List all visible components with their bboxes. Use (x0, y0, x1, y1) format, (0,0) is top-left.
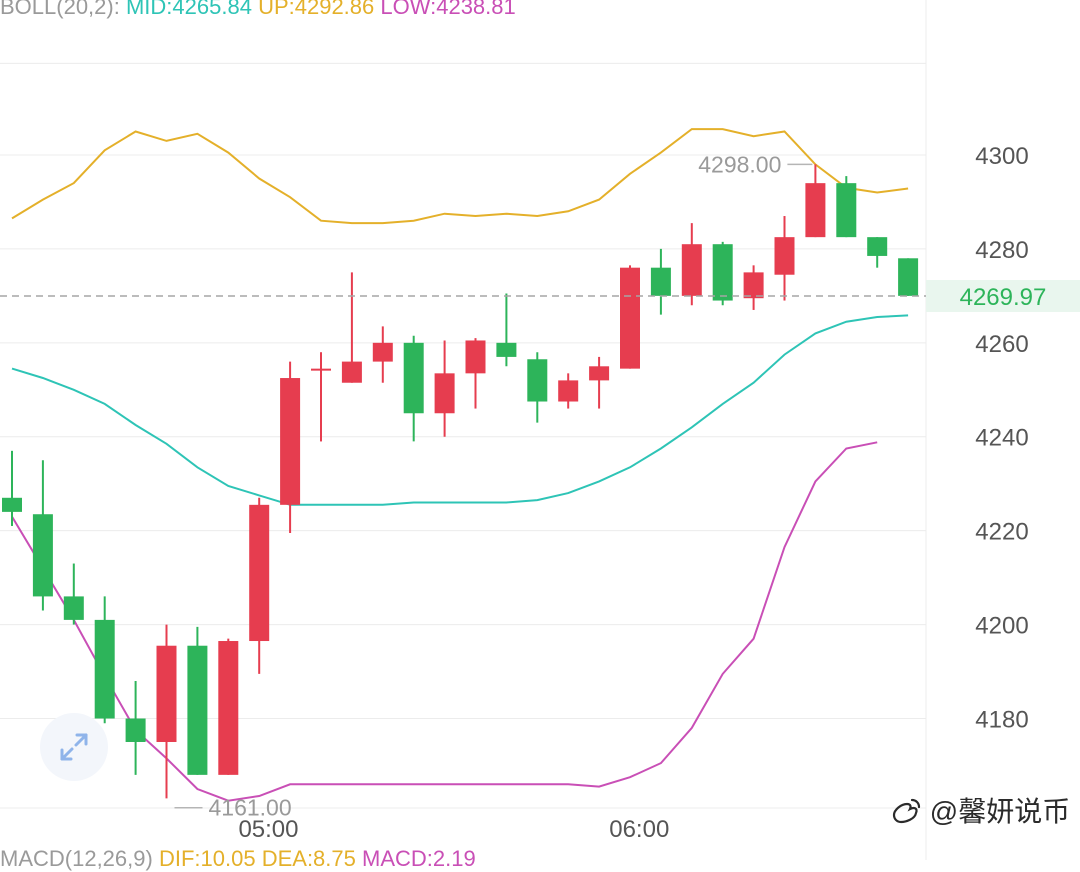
candle-body (650, 267, 671, 296)
price-markers: 4269.97 4298.00 4161.00 (0, 151, 1080, 821)
candle-body (898, 258, 919, 296)
candle-body (867, 237, 888, 256)
candle-body (403, 342, 424, 414)
candle-body (805, 183, 826, 238)
candle-body (434, 373, 455, 414)
candle-body (527, 359, 548, 402)
candle (280, 361, 301, 534)
x-tick-label: 06:00 (609, 816, 669, 843)
candle (836, 176, 857, 238)
candle-body (63, 596, 84, 620)
y-tick-label: 4300 (975, 143, 1028, 170)
high-marker-label: 4298.00 (698, 151, 781, 177)
candle-body (496, 342, 517, 357)
candle-body (774, 237, 795, 275)
candle-body (620, 267, 640, 369)
current-price-label: 4269.97 (960, 284, 1047, 311)
author-watermark: @馨妍说币 (890, 790, 1070, 830)
candle (712, 241, 733, 306)
candle (620, 265, 640, 369)
boll-low-line (11, 441, 878, 802)
candle-body (743, 272, 764, 299)
boll-up-value: UP:4292.86 (258, 0, 375, 19)
candle (558, 373, 579, 409)
boll-mid-line (11, 314, 909, 506)
candle (898, 258, 919, 296)
candle-body (125, 718, 146, 742)
y-tick-label: 4240 (975, 425, 1028, 452)
candle-body (94, 619, 115, 719)
candle (218, 638, 239, 775)
macd-dea-value: DEA:8.75 (261, 846, 356, 871)
candle (681, 223, 702, 306)
candle-body (32, 514, 53, 597)
candle (650, 248, 671, 315)
candle-body (589, 366, 610, 381)
x-tick-label: 05:00 (238, 816, 298, 843)
candle (372, 326, 393, 383)
candle (589, 356, 610, 409)
bollinger-bands (11, 128, 909, 802)
candle-body (218, 641, 239, 775)
candle (465, 338, 486, 409)
current-price-tag (926, 279, 1080, 312)
candle (774, 216, 795, 301)
candle (311, 352, 331, 442)
y-tick-label: 4280 (975, 237, 1028, 264)
low-marker-label: 4161.00 (209, 795, 292, 821)
macd-macd-value: MACD:2.19 (362, 846, 476, 871)
y-tick-label: 4200 (975, 613, 1028, 640)
boll-mid-value: MID:4265.84 (125, 0, 252, 19)
candle-body (249, 504, 270, 642)
watermark-text: @馨妍说币 (929, 796, 1071, 827)
candle (403, 335, 424, 442)
price-axis: 4180 4200 4220 4240 4260 4280 4300 (975, 143, 1028, 734)
candle-body (712, 244, 733, 301)
boll-up-line (11, 128, 909, 225)
expand-chart-button[interactable] (40, 713, 108, 781)
candle-body (156, 645, 177, 742)
boll-name: BOLL(20,2): (0, 0, 120, 19)
time-axis: 05:00 06:00 (238, 816, 669, 843)
candle-body (280, 378, 301, 505)
macd-name: MACD(12,26,9) (0, 846, 153, 871)
candle (187, 626, 208, 775)
candle-body (558, 380, 579, 402)
y-tick-label: 4180 (975, 707, 1028, 734)
candle (434, 340, 455, 437)
candle-body (372, 342, 393, 362)
candle (341, 272, 362, 383)
candle (805, 164, 826, 238)
candle (496, 293, 517, 367)
candle-body (836, 183, 857, 238)
boll-indicator-header: BOLL(20,2): MID:4265.84 UP:4292.86 LOW:4… (0, 0, 516, 20)
candle (2, 450, 22, 526)
weibo-icon (892, 798, 921, 824)
candle (527, 352, 548, 423)
candle (63, 563, 84, 625)
y-tick-label: 4220 (975, 519, 1028, 546)
candle-body (187, 645, 208, 775)
y-tick-label: 4260 (975, 331, 1028, 358)
macd-dif-value: DIF:10.05 (158, 846, 256, 871)
macd-indicator-header: MACD(12,26,9) DIF:10.05 DEA:8.75 MACD:2.… (0, 846, 476, 872)
candles-layer (2, 164, 919, 799)
candle-body (2, 497, 22, 512)
candle (125, 680, 146, 775)
expand-arrows-icon (60, 733, 88, 761)
candle (32, 460, 53, 611)
candle-body (311, 368, 331, 371)
candle-body (341, 361, 362, 383)
candle (156, 624, 177, 799)
candle (867, 237, 888, 268)
candle-body (465, 340, 486, 374)
candle-body (681, 244, 702, 296)
candle (743, 265, 764, 310)
boll-low-value: LOW:4238.81 (380, 0, 516, 19)
candle (94, 596, 115, 724)
candle (249, 497, 270, 674)
